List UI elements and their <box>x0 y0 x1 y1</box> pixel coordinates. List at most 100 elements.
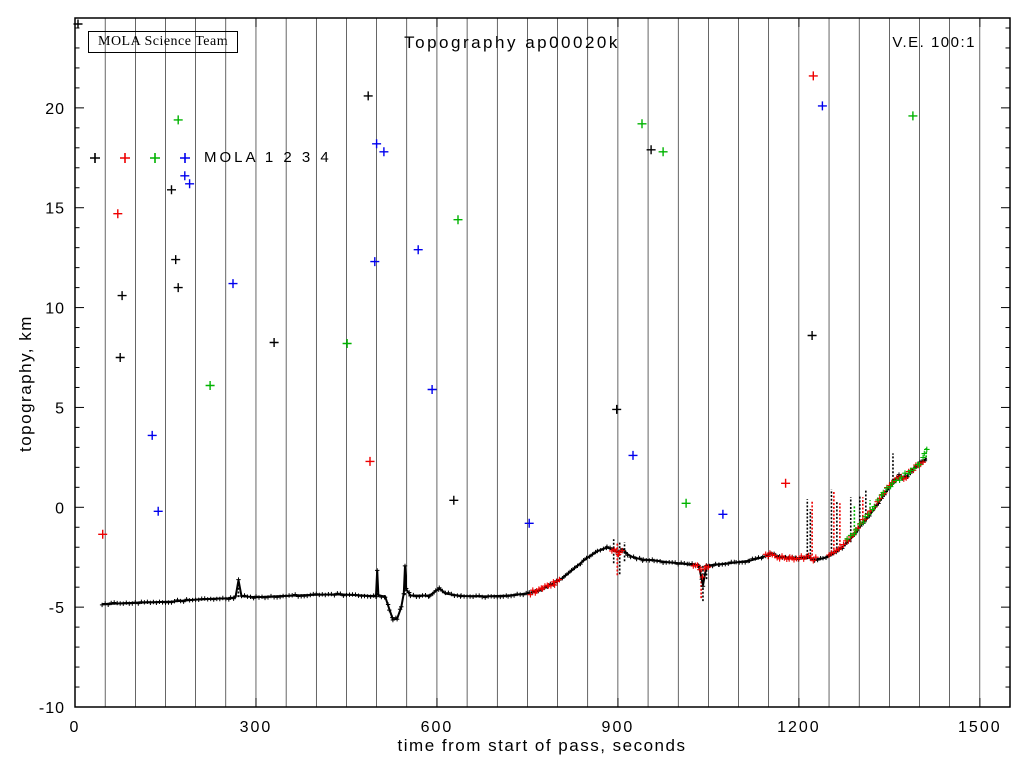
trace-marker <box>581 558 586 563</box>
mola3-marker <box>887 483 894 490</box>
trace-marker <box>251 596 256 601</box>
trace-marker <box>390 617 396 623</box>
legend-label: MOLA 1 2 3 4 <box>204 149 332 166</box>
trace-marker <box>449 591 454 597</box>
trace-marker <box>607 545 613 550</box>
blue-noise-point <box>379 147 389 157</box>
blue-noise-point <box>180 171 190 181</box>
trace-marker <box>411 592 416 598</box>
mola2-marker <box>550 579 557 585</box>
black-noise-point <box>115 353 125 362</box>
mola3-marker <box>921 450 928 457</box>
trace-marker <box>710 563 715 569</box>
trace-marker <box>753 556 758 561</box>
mola3-marker <box>862 513 868 520</box>
trace-marker <box>368 594 373 599</box>
trace-marker <box>148 600 153 605</box>
trace-marker <box>242 593 247 598</box>
trace-marker <box>404 586 409 591</box>
trace-marker <box>598 548 603 553</box>
black-noise-point <box>612 404 622 414</box>
trace-marker <box>587 554 592 559</box>
x-tick-label: 300 <box>240 719 273 736</box>
trace-marker <box>743 560 748 565</box>
trace-marker <box>676 562 681 567</box>
trace-marker <box>338 591 343 596</box>
mola2-marker <box>551 582 558 588</box>
trace-marker <box>268 593 274 599</box>
trace-marker <box>713 561 718 567</box>
green-noise-point <box>637 119 647 129</box>
black-noise-point <box>167 185 176 195</box>
mola2-marker <box>538 585 545 591</box>
trace-marker <box>401 591 406 596</box>
y-axis-title: topography, km <box>16 315 35 452</box>
trace-marker <box>239 593 244 599</box>
black-noise-point <box>449 495 459 505</box>
black-noise-point <box>269 338 279 347</box>
mola2-marker <box>810 557 817 564</box>
y-tick-label: 5 <box>55 400 65 417</box>
mola2-marker <box>813 554 819 560</box>
trace-marker <box>151 599 156 605</box>
blue-noise-point <box>370 257 380 267</box>
trace-marker <box>394 617 400 622</box>
y-tick-label: 15 <box>45 201 65 218</box>
trace-marker <box>402 563 408 569</box>
trace-marker <box>253 594 259 599</box>
mola3-marker <box>905 470 912 477</box>
legend-marker <box>180 153 190 163</box>
trace-marker <box>430 591 435 597</box>
mola3-marker <box>916 461 923 468</box>
green-noise-point <box>453 215 463 225</box>
trace-marker <box>433 588 438 593</box>
trace-marker <box>256 595 262 600</box>
mola2-marker <box>903 475 909 481</box>
trace-marker <box>220 595 225 601</box>
trace-marker <box>408 593 413 599</box>
green-noise-point <box>173 115 183 125</box>
trace-marker <box>699 577 704 582</box>
mola2-marker <box>765 553 771 560</box>
trace-marker <box>440 588 445 594</box>
trace-marker <box>756 555 761 560</box>
trace-marker <box>236 577 241 582</box>
trace-marker <box>353 592 358 597</box>
trace-marker <box>480 594 485 600</box>
y-tick-label: 10 <box>45 301 65 318</box>
x-tick-label: 900 <box>602 719 635 736</box>
trace-marker <box>399 604 404 609</box>
trace-marker <box>341 593 346 598</box>
mola3-marker <box>851 530 858 537</box>
trace-marker <box>601 546 606 551</box>
trace-marker <box>124 600 129 605</box>
trace-marker <box>563 573 568 578</box>
black-noise-point <box>73 19 83 29</box>
mola2-marker <box>857 520 864 527</box>
trace-marker <box>641 557 646 562</box>
trace-marker <box>637 555 642 561</box>
trace-marker <box>726 561 731 566</box>
trace-marker <box>385 602 391 607</box>
green-noise-point <box>342 339 352 348</box>
annotation-box: MOLA Science Team <box>88 31 239 53</box>
black-noise-point <box>171 255 181 265</box>
trace-marker <box>145 599 150 604</box>
trace-marker <box>217 596 222 602</box>
trace-marker <box>501 594 506 599</box>
trace-marker <box>172 599 177 604</box>
mola3-marker <box>857 521 863 527</box>
trace-marker <box>387 607 392 613</box>
y-tick-label: -10 <box>39 700 65 717</box>
black-noise-point <box>173 283 183 293</box>
trace-marker <box>265 595 271 600</box>
red-noise-point <box>781 478 791 488</box>
trace-marker <box>376 592 381 598</box>
trace-marker <box>133 600 138 605</box>
blue-noise-point <box>228 279 238 289</box>
mola2-marker <box>699 574 706 580</box>
mola2-marker <box>694 562 701 568</box>
mola2-marker <box>697 566 703 573</box>
